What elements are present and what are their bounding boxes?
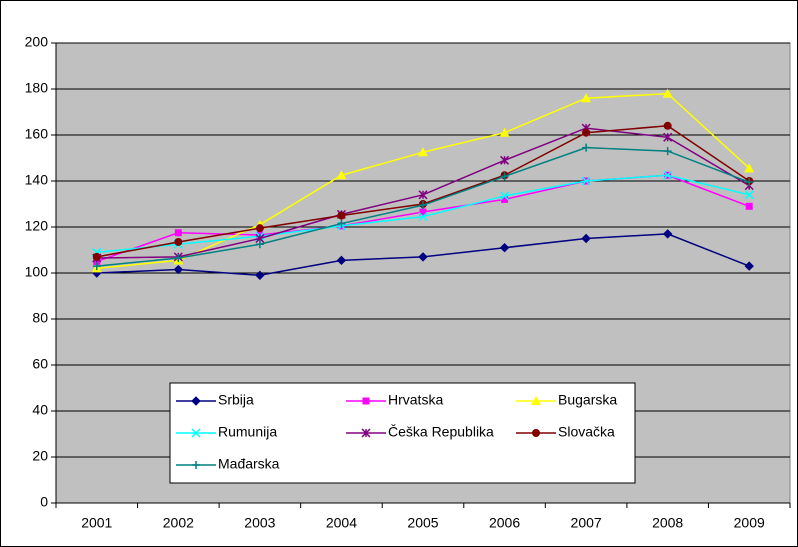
point — [581, 176, 591, 186]
legend-marker — [192, 461, 200, 469]
x-tick-label: 2005 — [407, 515, 438, 531]
point — [174, 229, 182, 237]
point — [418, 252, 428, 262]
legend-marker — [532, 429, 540, 437]
legend — [169, 382, 636, 484]
y-tick-label: 200 — [25, 34, 49, 50]
x-tick-label: 2003 — [244, 515, 275, 531]
y-tick-label: 140 — [25, 172, 49, 188]
point — [745, 202, 753, 210]
y-tick-label: 180 — [25, 80, 49, 96]
point — [173, 264, 184, 275]
legend-label: Češka Republika — [388, 424, 494, 440]
point — [418, 212, 428, 222]
legend-label: Slovačka — [558, 424, 615, 440]
x-tick-label: 2007 — [571, 515, 602, 531]
point — [419, 208, 427, 216]
point — [419, 201, 427, 210]
point — [663, 132, 673, 142]
point — [744, 261, 754, 271]
y-tick-label: 120 — [25, 218, 49, 234]
point — [582, 143, 591, 152]
y-tick-label: 100 — [25, 264, 49, 280]
point — [582, 128, 591, 137]
legend-marker — [531, 396, 541, 405]
point — [663, 121, 672, 130]
point — [745, 178, 754, 187]
point — [174, 254, 183, 263]
point — [581, 93, 592, 103]
point — [499, 127, 510, 137]
point — [744, 163, 755, 173]
point — [418, 190, 428, 200]
legend-marker — [191, 428, 201, 438]
point — [92, 262, 101, 271]
point — [663, 170, 673, 180]
point — [581, 233, 591, 244]
point — [500, 172, 509, 181]
legend-marker — [362, 397, 370, 405]
point — [662, 229, 673, 239]
point — [336, 255, 347, 266]
x-tick-label: 2002 — [163, 515, 194, 531]
legend-label: Hrvatska — [388, 392, 443, 408]
y-tick-label: 60 — [32, 356, 48, 372]
legend-label: Srbija — [218, 392, 254, 408]
point — [92, 252, 101, 261]
point — [255, 224, 264, 233]
y-tick-label: 20 — [32, 448, 48, 464]
legend-marker — [191, 396, 201, 406]
point — [744, 190, 754, 200]
x-tick-label: 2004 — [326, 515, 357, 531]
legend-marker — [361, 428, 371, 438]
x-tick-label: 2006 — [489, 515, 520, 531]
point — [255, 240, 264, 249]
legend-label: Mađarska — [218, 456, 280, 472]
point — [174, 237, 183, 246]
x-tick-label: 2008 — [652, 515, 683, 531]
y-tick-label: 40 — [32, 402, 48, 418]
point — [663, 147, 672, 156]
y-tick-label: 80 — [32, 310, 48, 326]
point — [337, 211, 346, 220]
y-tick-label: 160 — [25, 126, 49, 142]
point — [499, 242, 510, 253]
point — [501, 195, 509, 203]
point — [500, 191, 510, 201]
legend-label: Bugarska — [558, 392, 617, 408]
legend-label: Rumunija — [218, 424, 277, 440]
x-tick-label: 2009 — [734, 515, 765, 531]
point — [337, 219, 346, 228]
point — [336, 170, 347, 180]
y-tick-label: 0 — [40, 494, 48, 510]
point — [500, 155, 510, 165]
point — [418, 147, 428, 157]
point — [255, 270, 265, 281]
x-tick-label: 2001 — [81, 515, 112, 531]
point — [662, 88, 673, 98]
